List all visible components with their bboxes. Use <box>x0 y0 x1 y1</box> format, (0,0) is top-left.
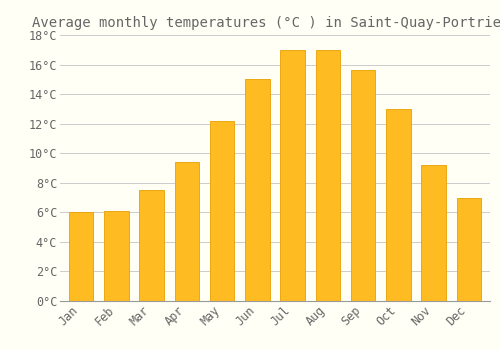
Bar <box>245 79 270 301</box>
Bar <box>280 50 305 301</box>
Bar <box>386 109 410 301</box>
Bar <box>69 212 94 301</box>
Bar <box>104 211 128 301</box>
Bar <box>174 162 199 301</box>
Bar <box>316 50 340 301</box>
Bar <box>422 165 446 301</box>
Bar <box>140 190 164 301</box>
Bar <box>351 70 376 301</box>
Title: Average monthly temperatures (°C ) in Saint-Quay-Portrieux: Average monthly temperatures (°C ) in Sa… <box>32 16 500 30</box>
Bar <box>456 197 481 301</box>
Bar <box>210 121 234 301</box>
